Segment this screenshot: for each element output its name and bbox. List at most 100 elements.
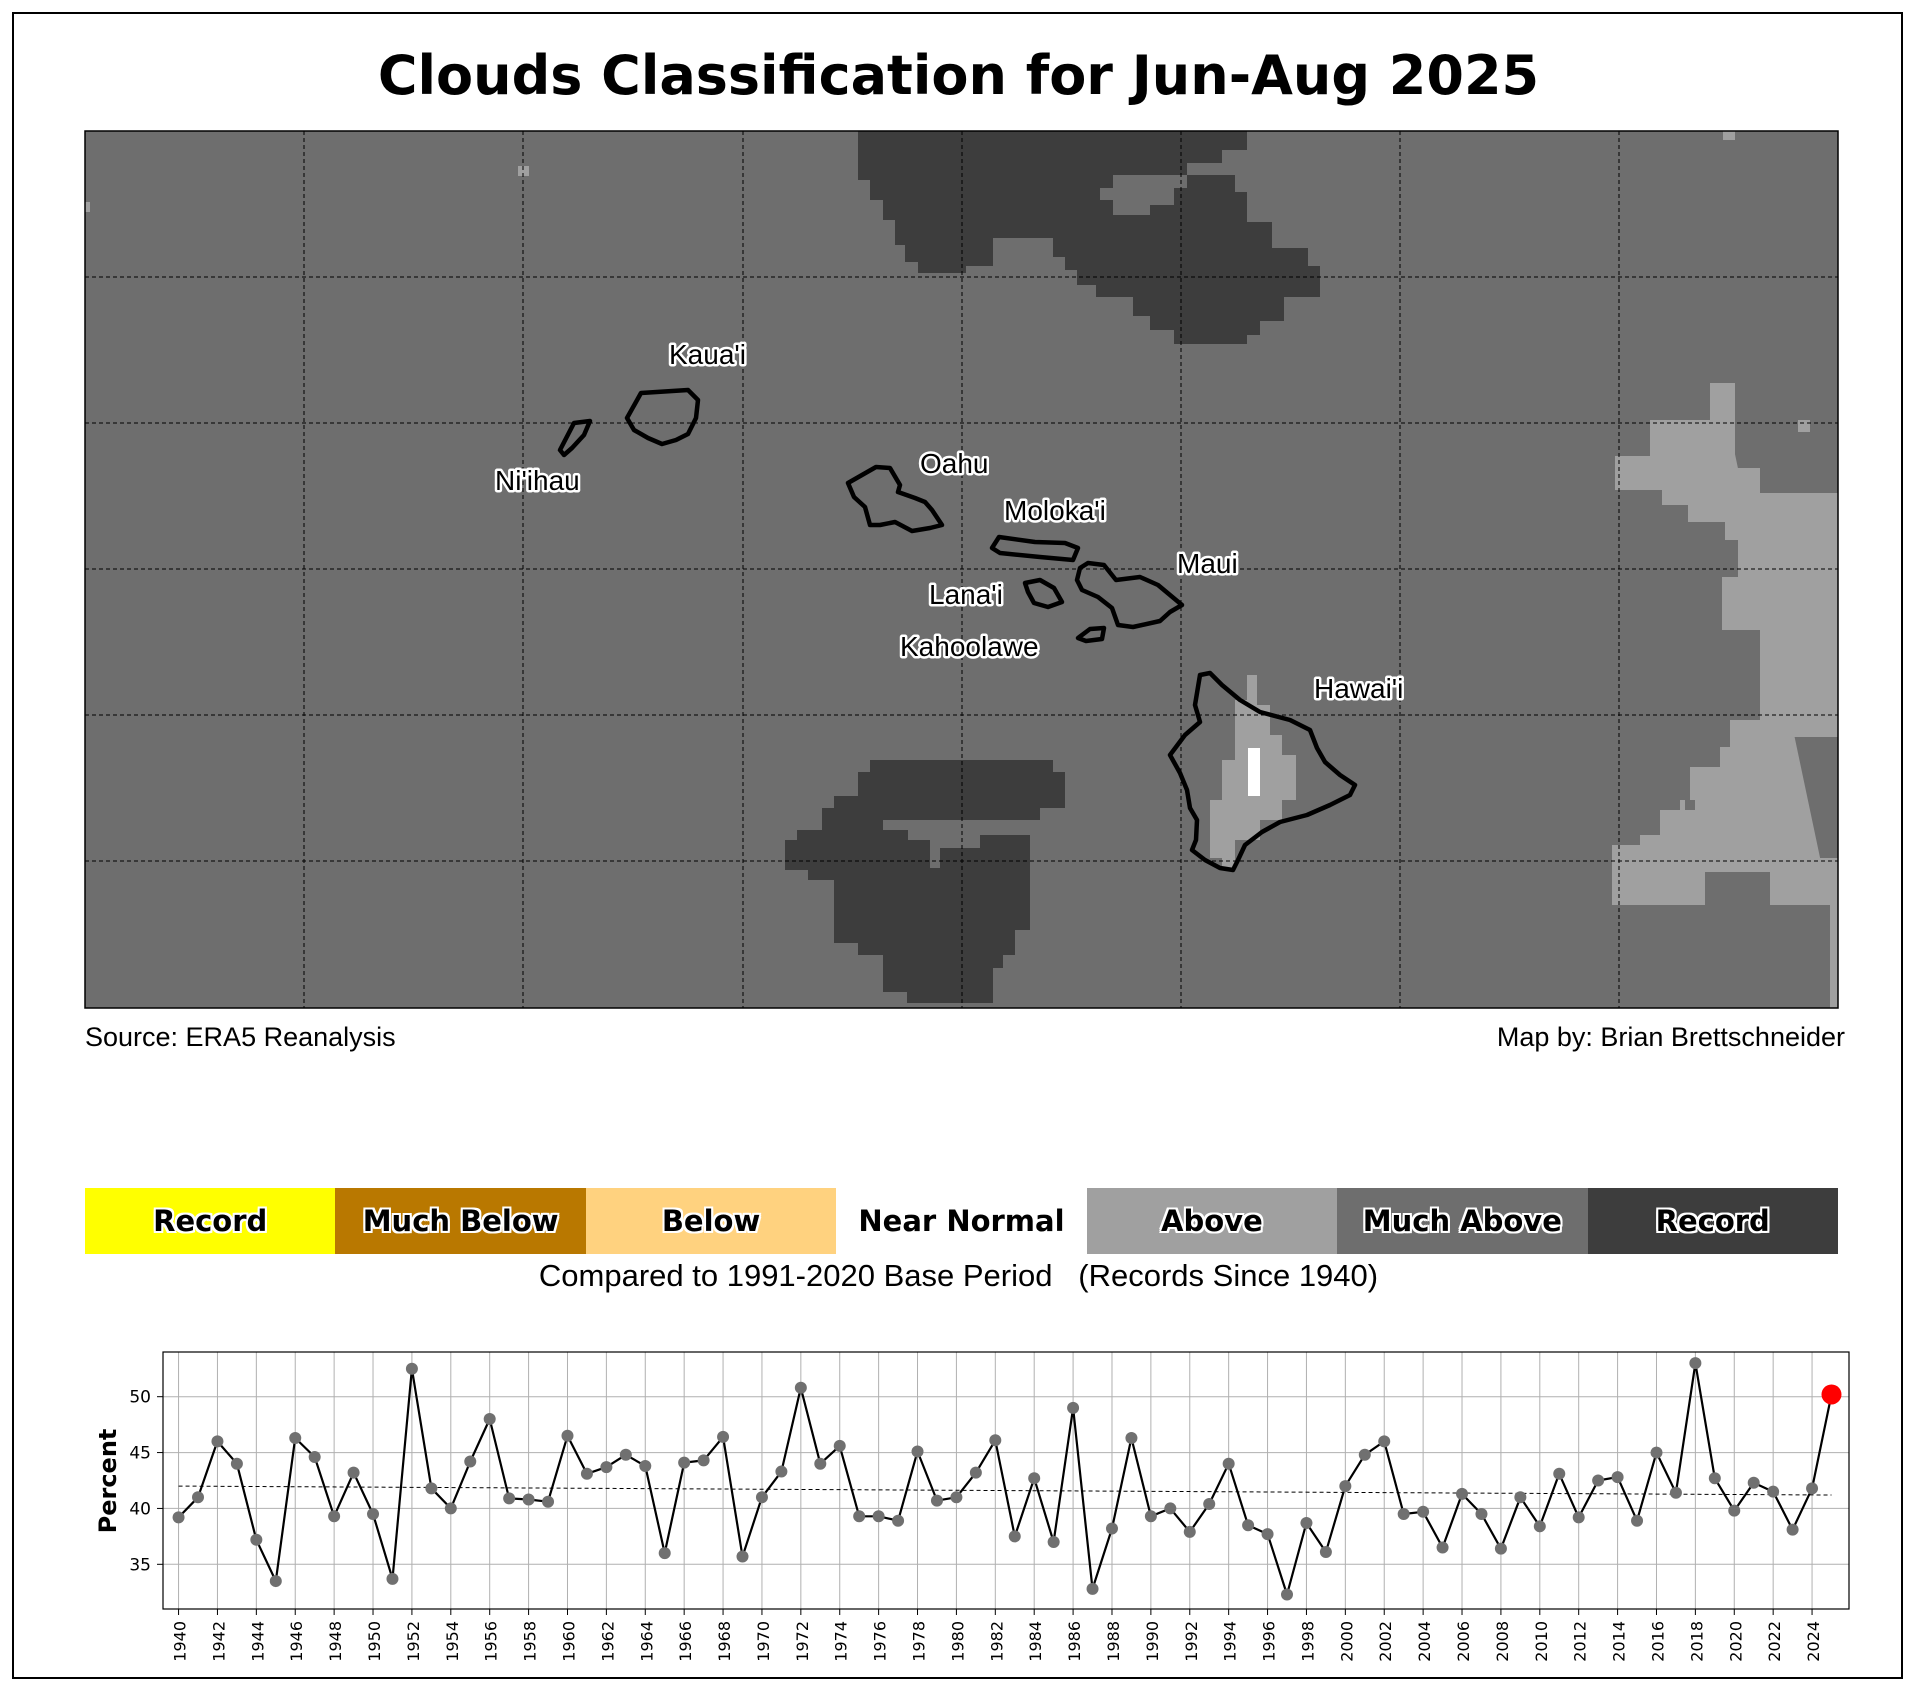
data-point: [853, 1510, 866, 1523]
category-legend: Record Much Below Below Near Normal Abov…: [85, 1188, 1838, 1254]
x-tick-label: 1956: [482, 1621, 501, 1662]
data-point: [347, 1466, 360, 1479]
x-tick-label: 1942: [209, 1621, 228, 1662]
chart-plot-border: [162, 1351, 1850, 1610]
data-point: [1378, 1435, 1391, 1448]
island-label-niihau: Ni'ihau: [495, 465, 580, 496]
x-tick-label: 1992: [1182, 1621, 1201, 1662]
data-point: [1494, 1542, 1507, 1555]
data-point: [483, 1413, 496, 1426]
x-tick-label: 1948: [326, 1621, 345, 1662]
data-point: [1767, 1485, 1780, 1498]
data-point: [678, 1456, 691, 1469]
x-tick-label: 1988: [1104, 1621, 1123, 1662]
y-tick-label: 40: [129, 1499, 151, 1519]
x-tick-label: 2000: [1337, 1621, 1356, 1662]
x-tick-label: 1986: [1065, 1621, 1084, 1662]
data-point: [464, 1455, 477, 1468]
legend-near-normal: Near Normal: [836, 1188, 1087, 1254]
data-point: [1417, 1505, 1430, 1518]
x-tick-label: 2002: [1376, 1621, 1395, 1662]
legend-record-low: Record: [85, 1188, 336, 1254]
legend-much-below: Much Below: [335, 1188, 586, 1254]
data-point: [600, 1461, 613, 1474]
data-point: [892, 1514, 905, 1527]
x-tick-label: 1960: [559, 1621, 578, 1662]
island-label-lanai: Lana'i: [929, 579, 1003, 610]
data-point: [1514, 1491, 1527, 1504]
legend-caption: Compared to 1991-2020 Base Period (Recor…: [538, 1258, 1379, 1293]
much-above-region-north: [858, 131, 1320, 344]
data-point: [1572, 1511, 1585, 1524]
data-point: [367, 1508, 380, 1521]
data-point: [1028, 1472, 1041, 1485]
data-point: [542, 1495, 555, 1508]
legend-below: Below: [585, 1188, 837, 1254]
legend-label: Near Normal: [858, 1204, 1065, 1238]
legend-label: Much Above: [1362, 1204, 1562, 1238]
data-point: [405, 1362, 418, 1375]
y-tick-label: 45: [129, 1444, 151, 1464]
legend-label: Record: [1655, 1204, 1770, 1238]
data-point: [172, 1511, 185, 1524]
data-point: [872, 1510, 885, 1523]
data-point: [950, 1491, 963, 1504]
x-tick-label: 1998: [1298, 1621, 1317, 1662]
data-point: [1631, 1514, 1644, 1527]
data-point: [1533, 1520, 1546, 1533]
data-point: [1319, 1546, 1332, 1559]
data-point: [1456, 1487, 1469, 1500]
data-point: [230, 1457, 243, 1470]
data-point: [1125, 1432, 1138, 1445]
x-tick-label: 2006: [1454, 1621, 1473, 1662]
data-point: [1300, 1516, 1313, 1529]
x-tick-label: 1968: [715, 1621, 734, 1662]
data-point: [814, 1457, 827, 1470]
molokai-outline: [989, 534, 1081, 563]
data-point: [1436, 1541, 1449, 1554]
series-group: [172, 1357, 1842, 1601]
niihau-outline: [557, 418, 593, 458]
series-line: [177, 1362, 1833, 1596]
island-label-oahu: Oahu: [920, 448, 989, 479]
figure-frame: [12, 12, 1903, 1679]
x-tick-label: 2018: [1687, 1621, 1706, 1662]
legend-label: Below: [661, 1204, 761, 1238]
x-tick-label: 1982: [987, 1621, 1006, 1662]
data-point: [1144, 1510, 1157, 1523]
data-point: [580, 1467, 593, 1480]
near-normal-summit: [1248, 748, 1260, 796]
x-tick-label: 1966: [676, 1621, 695, 1662]
y-axis-label: Percent: [94, 1429, 122, 1534]
data-point: [755, 1491, 768, 1504]
kauai-outline: [624, 387, 701, 447]
legend-label: Record: [153, 1204, 268, 1238]
x-tick-label: 1978: [910, 1621, 929, 1662]
x-tick-label: 2008: [1493, 1621, 1512, 1662]
map-gridlines: [85, 131, 1838, 1008]
maui-outline: [1074, 560, 1185, 630]
data-point: [794, 1381, 807, 1394]
oahu-outline: [845, 464, 945, 534]
data-point: [736, 1550, 749, 1563]
data-point: [1047, 1535, 1060, 1548]
data-point: [1203, 1497, 1216, 1510]
data-point: [522, 1493, 535, 1506]
legend-label: Much Below: [362, 1204, 559, 1238]
data-point: [1067, 1401, 1080, 1414]
y-tick-label: 35: [129, 1555, 151, 1575]
x-tick-label: 1972: [793, 1621, 812, 1662]
data-point: [1553, 1467, 1566, 1480]
island-label-kahoolawe: Kahoolawe: [900, 631, 1039, 662]
x-tick-label: 1950: [365, 1621, 384, 1662]
x-tick-label: 1964: [637, 1621, 656, 1662]
x-tick-label: 1996: [1260, 1621, 1279, 1662]
data-point: [911, 1445, 924, 1458]
x-tick-label: 2022: [1765, 1621, 1784, 1662]
data-point: [833, 1439, 846, 1452]
x-tick-label: 1976: [871, 1621, 890, 1662]
data-point: [1105, 1522, 1118, 1535]
data-point: [989, 1434, 1002, 1447]
